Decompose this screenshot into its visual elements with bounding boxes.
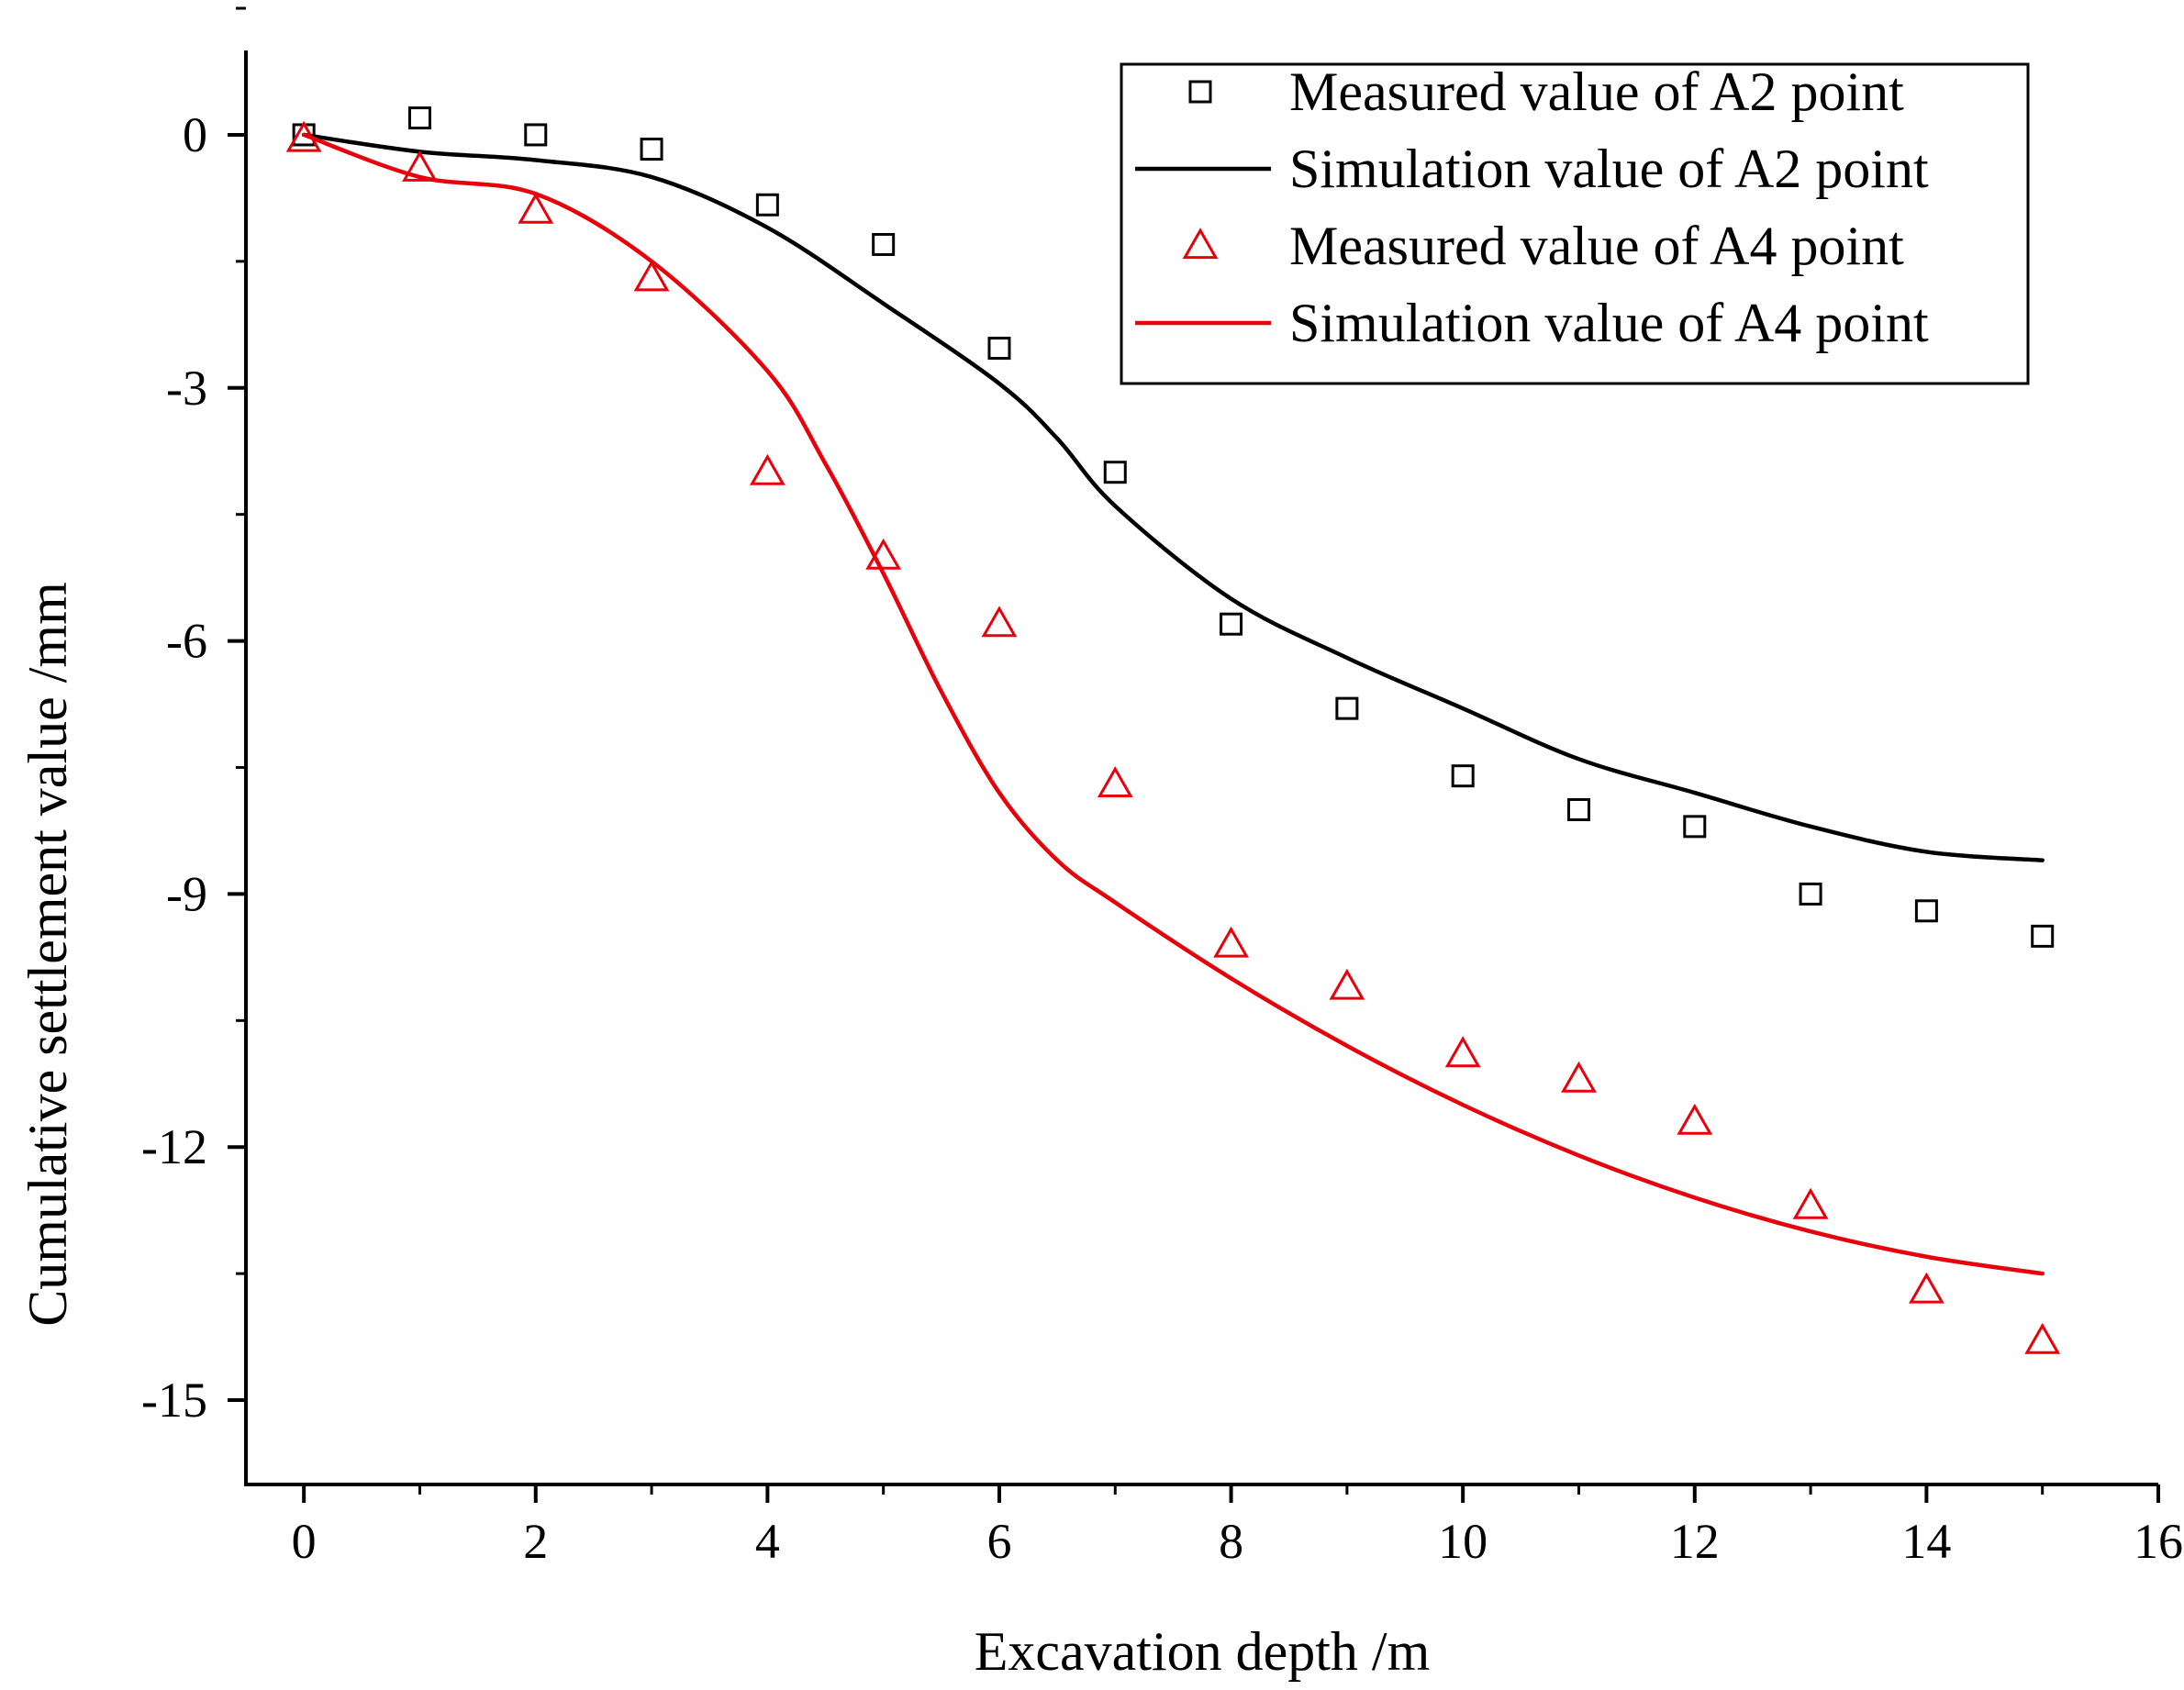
measured-a4-point <box>1677 1103 1713 1135</box>
measured-a2-point <box>524 123 548 147</box>
x-axis-label: Excavation depth /m <box>975 1621 1431 1682</box>
legend-item-simulation-a2: Simulation value of A2 point <box>1135 139 1929 199</box>
legend-items: Measured value of A2 point Simulation val… <box>1135 61 1929 353</box>
legend-box <box>1120 62 2030 385</box>
x-tick-label: 6 <box>986 1514 1011 1569</box>
legend-label: Measured value of A4 point <box>1289 216 1904 276</box>
legend-marker-swatch <box>1188 80 1212 104</box>
measured-a2-point <box>1914 899 1938 923</box>
measured-a2-point <box>987 337 1011 361</box>
y-tick-label: -6 <box>166 614 207 669</box>
x-tick-label: 10 <box>1438 1514 1488 1569</box>
simulation-a2-line <box>301 132 2045 862</box>
legend: Measured value of A2 point Simulation val… <box>1120 61 2030 385</box>
measured-a4-point <box>1213 926 1249 958</box>
measured-a4-point <box>633 260 670 292</box>
x-tick-label: 16 <box>2134 1514 2183 1569</box>
x-tick-label: 4 <box>755 1514 780 1569</box>
y-tick-label: 0 <box>183 107 207 162</box>
measured-a2-point <box>407 106 431 130</box>
measured-a2-point <box>755 193 779 217</box>
measured-a4-point <box>1561 1061 1597 1093</box>
measured-a4-point <box>1097 766 1133 797</box>
x-tick-label: 8 <box>1219 1514 1243 1569</box>
simulation-a2-series <box>301 132 2045 862</box>
legend-label: Simulation value of A2 point <box>1289 139 1929 199</box>
measured-a4-point <box>1329 968 1365 1000</box>
series <box>285 106 2061 1354</box>
x-tick-label: 2 <box>523 1514 548 1569</box>
measured-a2-point <box>1799 882 1822 906</box>
y-tick-label: -15 <box>141 1373 207 1428</box>
y-tick-label: -9 <box>166 866 207 921</box>
measured-a4-point <box>981 606 1018 638</box>
x-tick-label: 0 <box>292 1514 317 1569</box>
measured-a2-point <box>1566 797 1590 821</box>
legend-item-measured-a2: Measured value of A2 point <box>1188 61 1904 122</box>
y-tick-label: -12 <box>141 1119 207 1174</box>
measured-a4-point <box>1444 1036 1481 1068</box>
measured-a2-point <box>1220 612 1243 636</box>
measured-a2-point <box>872 232 896 256</box>
ticks: 0 2 4 6 8 10 12 14 16 0 -3 -6 -9 -12 -15 <box>141 6 2183 1569</box>
simulation-a4-series <box>301 132 2045 1276</box>
measured-a2-point <box>2031 924 2055 948</box>
legend-marker-swatch <box>1182 228 1219 260</box>
measured-a4-point <box>749 453 786 485</box>
y-tick-label: -3 <box>166 361 207 416</box>
legend-label: Measured value of A2 point <box>1289 61 1904 122</box>
measured-a4-point <box>1792 1187 1829 1219</box>
measured-a4-point <box>1909 1272 1944 1304</box>
measured-a2-point <box>1451 764 1475 788</box>
measured-a4-point <box>518 192 554 224</box>
legend-item-simulation-a4: Simulation value of A4 point <box>1135 293 1929 353</box>
measured-a2-point <box>1683 815 1707 839</box>
y-axis-label: Cumulative settlement value /mm <box>17 582 78 1327</box>
measured-a2-point <box>1103 461 1127 484</box>
measured-a2-point <box>1335 696 1359 720</box>
x-tick-label: 12 <box>1670 1514 1720 1569</box>
measured-a2-point <box>640 138 663 161</box>
legend-item-measured-a4: Measured value of A4 point <box>1182 216 1904 276</box>
measured-a4-point <box>402 150 438 182</box>
simulation-a4-line <box>301 132 2045 1276</box>
x-tick-label: 14 <box>1901 1514 1951 1569</box>
measured-a4-point <box>2024 1322 2061 1354</box>
legend-label: Simulation value of A4 point <box>1289 293 1929 353</box>
measured-a4-series <box>285 120 2061 1354</box>
